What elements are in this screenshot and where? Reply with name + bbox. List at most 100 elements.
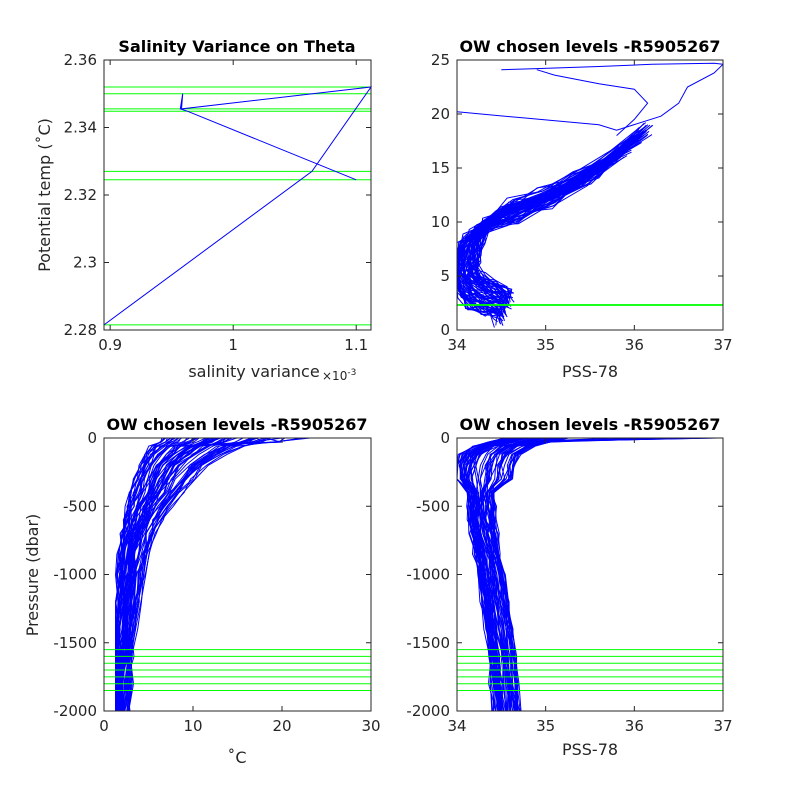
subplot-temperature-pressure: OW chosen levels -R5905267 0 10 20 30 -2000 -… bbox=[23, 415, 381, 767]
x-axis-label: PSS-78 bbox=[562, 362, 618, 381]
temperature-profile-line bbox=[115, 437, 200, 712]
y-axis-label: Pressure (dbar) bbox=[23, 514, 42, 637]
x-tick-label: 1.1 bbox=[344, 336, 368, 354]
temperature-profile-line bbox=[122, 437, 253, 712]
chart-title: OW chosen levels -R5905267 bbox=[459, 415, 720, 434]
x-tick-label: 35 bbox=[536, 336, 555, 354]
x-tick-label: 37 bbox=[713, 336, 732, 354]
salinity-profile-line bbox=[480, 437, 541, 712]
variance-line bbox=[103, 86, 373, 326]
x-axis-label: PSS-78 bbox=[562, 740, 618, 759]
x-axis-label: salinity variance bbox=[188, 362, 319, 381]
temperature-profile-line bbox=[127, 437, 268, 712]
salinity-profile-line bbox=[456, 437, 506, 712]
ts-surface-line bbox=[536, 69, 649, 136]
ts-surface-line bbox=[501, 62, 724, 71]
y-tick-label: 25 bbox=[431, 51, 450, 69]
temperature-profile-line bbox=[115, 437, 163, 712]
ts-profile-line bbox=[459, 145, 630, 313]
y-tick-label: 5 bbox=[440, 267, 450, 285]
salinity-profile-line bbox=[485, 437, 556, 712]
y-tick-label: -2000 bbox=[53, 702, 97, 720]
y-tick-label: -1000 bbox=[53, 566, 97, 584]
chart-title: OW chosen levels -R5905267 bbox=[106, 415, 367, 434]
ts-surface-line bbox=[456, 63, 724, 131]
ts-profile-line bbox=[469, 135, 642, 296]
plot-area bbox=[456, 437, 723, 712]
x-tick-label: 10 bbox=[183, 717, 202, 735]
chart-title: Salinity Variance on Theta bbox=[118, 37, 355, 56]
plot-area bbox=[456, 62, 724, 328]
y-tick-label: 10 bbox=[431, 213, 450, 231]
y-tick-label: 0 bbox=[440, 429, 450, 447]
ts-profile-line bbox=[460, 146, 634, 316]
subplot-salinity-pressure: OW chosen levels -R5905267 34 35 36 37 -2000… bbox=[406, 415, 732, 759]
y-tick-label: 2.28 bbox=[64, 321, 97, 339]
x-axis-multiplier: ×10-3 bbox=[322, 368, 356, 383]
subplot-salinity-variance: Salinity Variance on Theta 0.9 1 1.1 2.28 2.… bbox=[35, 37, 373, 383]
salinity-profile-line bbox=[475, 437, 535, 712]
subplot-theta-salinity: OW chosen levels -R5905267 34 35 36 37 0 5 10 1… bbox=[431, 37, 733, 381]
y-tick-label: -1500 bbox=[406, 634, 450, 652]
salinity-profile-line bbox=[460, 437, 516, 712]
x-tick-label: 0.9 bbox=[98, 336, 122, 354]
ts-profile-line bbox=[468, 125, 654, 303]
y-tick-label: 0 bbox=[87, 429, 97, 447]
temperature-profile-line bbox=[115, 437, 194, 712]
axes-box bbox=[103, 59, 372, 331]
temperature-profile-line bbox=[115, 437, 180, 712]
temperature-profile-line bbox=[119, 437, 207, 712]
x-tick-label: 1 bbox=[228, 336, 238, 354]
y-tick-label: 2.34 bbox=[64, 119, 97, 137]
temperature-profile-line bbox=[121, 437, 219, 712]
plot-area bbox=[104, 437, 371, 712]
x-tick-label: 37 bbox=[713, 717, 732, 735]
temperature-profile-line bbox=[128, 437, 311, 712]
y-tick-label: -500 bbox=[416, 497, 450, 515]
tick-group: 34 35 36 37 -2000 -1500 -1000 -500 0 bbox=[406, 429, 732, 735]
chart-title: OW chosen levels -R5905267 bbox=[459, 37, 720, 56]
salinity-profile-line bbox=[490, 437, 691, 712]
temperature-profile-line bbox=[128, 437, 271, 712]
y-tick-label: 15 bbox=[431, 159, 450, 177]
y-tick-label: -1500 bbox=[53, 634, 97, 652]
salinity-profile-line bbox=[456, 437, 509, 712]
plot-area bbox=[103, 86, 373, 326]
salinity-profile-line bbox=[485, 437, 550, 712]
ts-profile-line bbox=[463, 135, 641, 303]
tick-group: 34 35 36 37 0 5 10 15 20 25 bbox=[431, 51, 733, 354]
temperature-profile-line bbox=[124, 437, 259, 712]
x-tick-label: 34 bbox=[447, 336, 466, 354]
axes-box bbox=[456, 59, 724, 331]
x-tick-label: 36 bbox=[625, 717, 644, 735]
tick-group: 0.9 1 1.1 2.28 2.3 2.32 2.34 2.36 bbox=[64, 51, 371, 354]
y-axis-label: Potential temp (˚C) bbox=[35, 118, 54, 272]
x-tick-label: 34 bbox=[447, 717, 466, 735]
x-tick-label: 0 bbox=[99, 717, 109, 735]
y-tick-label: 2.3 bbox=[73, 254, 97, 272]
y-tick-label: -2000 bbox=[406, 702, 450, 720]
x-tick-label: 20 bbox=[272, 717, 291, 735]
y-tick-label: -500 bbox=[63, 497, 97, 515]
x-axis-label: ˚C bbox=[227, 748, 246, 767]
x-tick-label: 30 bbox=[361, 717, 380, 735]
temperature-profile-line bbox=[124, 437, 255, 712]
x-tick-label: 35 bbox=[536, 717, 555, 735]
y-tick-label: 20 bbox=[431, 105, 450, 123]
y-tick-label: 0 bbox=[440, 321, 450, 339]
tick-group: 0 10 20 30 -2000 -1500 -1000 -500 0 bbox=[53, 429, 380, 735]
temperature-profile-line bbox=[119, 437, 228, 712]
salinity-profile-line bbox=[481, 437, 548, 712]
x-tick-label: 36 bbox=[625, 336, 644, 354]
temperature-profile-line bbox=[115, 437, 174, 712]
y-tick-label: 2.32 bbox=[64, 186, 97, 204]
y-tick-label: 2.36 bbox=[64, 51, 97, 69]
temperature-profile-line bbox=[117, 437, 220, 712]
salinity-profile-line bbox=[485, 437, 555, 712]
salinity-profile-line bbox=[463, 437, 518, 712]
y-tick-label: -1000 bbox=[406, 566, 450, 584]
ts-profile-line bbox=[456, 152, 624, 314]
salinity-profile-line bbox=[493, 437, 567, 712]
salinity-profile-line bbox=[466, 437, 525, 712]
